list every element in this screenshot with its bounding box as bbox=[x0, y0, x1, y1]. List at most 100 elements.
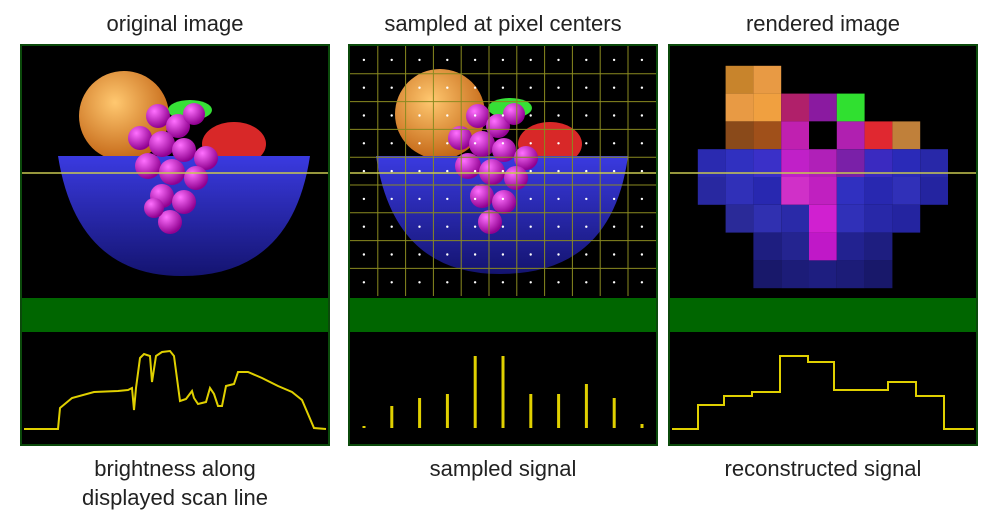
pixel-center-dot bbox=[362, 58, 366, 62]
rendered-pixel bbox=[809, 204, 837, 233]
pixel-center-dot bbox=[362, 225, 366, 228]
pixel-center-dot bbox=[446, 58, 449, 62]
pixel-center-dot bbox=[557, 114, 560, 117]
pixel-center-dot bbox=[612, 58, 616, 62]
pixel-centers bbox=[362, 58, 644, 284]
pixel-center-dot bbox=[640, 281, 644, 284]
pixel-center-dot bbox=[473, 225, 477, 228]
pixel-center-dot bbox=[473, 197, 477, 201]
rendered-pixel bbox=[781, 260, 809, 289]
pixel-center-dot bbox=[418, 253, 421, 256]
pixel-center-dot bbox=[529, 225, 532, 228]
pixel-center-dot bbox=[557, 197, 560, 201]
pixel-center-dot bbox=[557, 253, 560, 256]
pixel-center-dot bbox=[612, 197, 616, 201]
pixel-center-dot bbox=[473, 86, 477, 89]
pixel-center-dot bbox=[362, 169, 366, 173]
pixel-center-dot bbox=[473, 142, 477, 145]
pixel-center-dot bbox=[612, 142, 616, 145]
pixel-center-dot bbox=[501, 225, 505, 228]
brightness-signal bbox=[24, 349, 327, 430]
caption-sampled-signal: sampled signal bbox=[348, 454, 658, 483]
rendered-pixel bbox=[836, 93, 865, 122]
sampled-signal bbox=[362, 356, 644, 428]
pixel-center-dot bbox=[640, 197, 644, 201]
pixel-center-dot bbox=[529, 253, 532, 256]
original-image-panel bbox=[20, 44, 330, 446]
pixel-center-dot bbox=[446, 86, 449, 89]
pixel-center-dot bbox=[585, 225, 588, 228]
pixel-center-dot bbox=[390, 197, 393, 201]
apple-fruit bbox=[202, 122, 266, 166]
rendered-pixel bbox=[725, 93, 754, 122]
pixel-center-dot bbox=[446, 114, 449, 117]
pixel-center-dot bbox=[501, 86, 505, 89]
pixel-center-dot bbox=[473, 58, 477, 62]
pixel-center-dot bbox=[501, 253, 505, 256]
pixel-center-dot bbox=[362, 281, 366, 284]
rendered-pixel bbox=[864, 232, 893, 261]
rendered-pixel bbox=[753, 232, 782, 261]
rendered-pixel bbox=[753, 260, 782, 289]
rendered-pixel bbox=[836, 121, 865, 150]
rendered-pixel bbox=[781, 177, 809, 205]
pixel-center-dot bbox=[640, 142, 644, 145]
pixel-center-dot bbox=[418, 281, 421, 284]
pixel-center-dot bbox=[640, 86, 644, 89]
bowl bbox=[58, 156, 310, 276]
pixel-center-dot bbox=[446, 197, 449, 201]
rendered-pixel bbox=[892, 177, 921, 205]
pixel-center-dot bbox=[362, 86, 366, 89]
rendered-pixel bbox=[836, 260, 865, 289]
pixel-center-dot bbox=[418, 197, 421, 201]
caption-line-2: displayed scan line bbox=[82, 485, 268, 510]
pixel-center-dot bbox=[501, 281, 505, 284]
rendered-pixel bbox=[809, 93, 837, 122]
pixel-center-dot bbox=[585, 169, 588, 173]
rendered-pixel-blocks bbox=[697, 65, 948, 289]
title-rendered-image: rendered image bbox=[745, 11, 901, 36]
rendered-pixel bbox=[781, 93, 809, 122]
pixel-center-dot bbox=[557, 58, 560, 62]
reconstructed-signal bbox=[672, 355, 974, 430]
pixel-grid bbox=[350, 46, 656, 296]
pixel-center-dot bbox=[501, 197, 505, 201]
pixel-center-dot bbox=[501, 58, 505, 62]
pixel-center-dot bbox=[612, 114, 616, 117]
pixel-center-dot bbox=[446, 253, 449, 256]
rendered-pixel bbox=[864, 121, 893, 150]
pixel-center-dot bbox=[557, 86, 560, 89]
pixel-center-dot bbox=[473, 281, 477, 284]
pixel-center-dot bbox=[418, 169, 421, 173]
rendered-pixel bbox=[725, 65, 754, 94]
pixel-center-dot bbox=[585, 197, 588, 201]
rendered-pixel bbox=[781, 232, 809, 261]
pixel-center-dot bbox=[446, 142, 449, 145]
rendered-pixel bbox=[864, 204, 893, 233]
grape-cluster bbox=[128, 103, 218, 234]
title-sampled-at-pixel-centers: sampled at pixel centers bbox=[384, 11, 622, 36]
rendered-image-drawing bbox=[670, 65, 976, 430]
rendered-pixel bbox=[753, 177, 782, 205]
rendered-image-panel bbox=[668, 44, 978, 446]
title-original-image: original image bbox=[106, 11, 244, 36]
pixel-center-dot bbox=[640, 225, 644, 228]
pixel-center-dot bbox=[418, 225, 421, 228]
pixel-center-dot bbox=[529, 197, 532, 201]
original-image-drawing bbox=[22, 71, 328, 430]
pixel-center-dot bbox=[529, 142, 532, 145]
pixel-center-dot bbox=[612, 169, 616, 173]
pixel-center-dot bbox=[362, 142, 366, 145]
pixel-center-dot bbox=[390, 142, 393, 145]
pixel-center-dot bbox=[585, 58, 588, 62]
rendered-pixel bbox=[920, 177, 948, 205]
rendered-pixel bbox=[697, 177, 726, 205]
pixel-center-dot bbox=[446, 169, 449, 173]
separator-band bbox=[22, 298, 328, 332]
pixel-center-dot bbox=[612, 281, 616, 284]
pixel-center-dot bbox=[585, 281, 588, 284]
rendered-pixel bbox=[753, 93, 782, 122]
rendered-pixel bbox=[753, 121, 782, 150]
pixel-center-dot bbox=[362, 253, 366, 256]
rendered-pixel bbox=[725, 177, 754, 205]
